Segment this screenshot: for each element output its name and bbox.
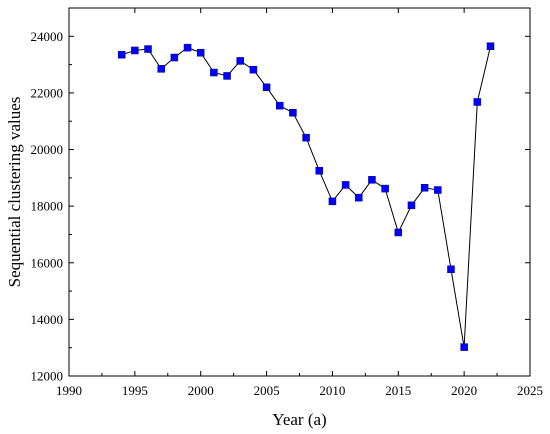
- data-point: [289, 108, 297, 117]
- data-point: [381, 184, 389, 193]
- data-point: [223, 72, 231, 80]
- x-tick-label: 2015: [385, 383, 411, 398]
- data-point: [341, 181, 350, 189]
- x-tick-label: 1990: [56, 383, 82, 398]
- y-axis-label: Sequential clustering values: [5, 97, 24, 288]
- data-point: [447, 265, 455, 274]
- data-point: [368, 176, 376, 184]
- data-point: [183, 43, 192, 52]
- x-tick-label: 2000: [188, 383, 214, 398]
- plot-frame: [68, 7, 531, 377]
- data-point: [262, 83, 271, 92]
- data-point: [394, 228, 403, 237]
- data-point: [249, 65, 258, 74]
- y-tick-label: 12000: [31, 369, 64, 384]
- x-axis-label: Year (a): [272, 410, 326, 429]
- data-point: [420, 184, 429, 192]
- data-point: [328, 197, 337, 206]
- y-tick-label: 18000: [31, 199, 64, 214]
- data-point: [486, 42, 495, 50]
- x-tick-label: 2025: [517, 383, 543, 398]
- x-tick-label: 2010: [319, 383, 345, 398]
- y-tick-label: 16000: [31, 255, 64, 270]
- data-point: [210, 68, 218, 77]
- x-tick-label: 2020: [451, 383, 477, 398]
- data-point: [315, 167, 324, 175]
- x-tick-label: 1995: [122, 383, 148, 398]
- y-tick-label: 22000: [31, 85, 64, 100]
- y-tick-label: 14000: [31, 312, 64, 327]
- data-point: [473, 98, 482, 106]
- y-tick-label: 24000: [31, 29, 64, 44]
- x-tick-label: 2005: [254, 383, 280, 398]
- y-tick-label: 20000: [31, 142, 64, 157]
- markers-layer: [117, 42, 495, 351]
- data-point: [460, 343, 468, 351]
- data-point: [355, 193, 363, 202]
- data-point: [302, 133, 310, 142]
- ticks-layer: [68, 8, 531, 377]
- series-line: [121, 46, 491, 348]
- data-point: [131, 46, 139, 55]
- data-point: [407, 201, 416, 210]
- data-point: [117, 50, 126, 59]
- data-point: [144, 45, 152, 53]
- data-point: [196, 48, 205, 57]
- data-point: [275, 101, 284, 110]
- data-point: [170, 53, 179, 62]
- data-point: [434, 186, 442, 194]
- data-point: [157, 65, 165, 73]
- tick-labels-layer: 1990 1995 2000 2005 2010 2015 2020 2025 12000 140…: [31, 29, 544, 398]
- data-point: [236, 57, 244, 65]
